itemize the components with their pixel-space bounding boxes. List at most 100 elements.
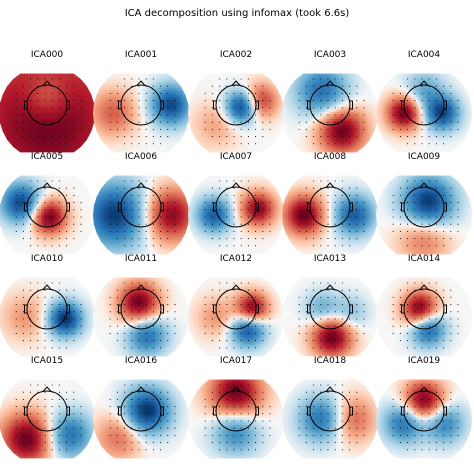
sensor-dot (145, 325, 147, 327)
sensor-dot (219, 121, 221, 123)
sensor-dot (30, 238, 32, 240)
sensor-dot (226, 78, 228, 80)
sensor-dot (421, 216, 423, 218)
sensor-dot (51, 406, 53, 408)
sensor-dot (138, 230, 140, 232)
sensor-dot (443, 325, 445, 327)
sensor-dot (240, 434, 242, 436)
sensor-dot (341, 318, 343, 320)
topomap-ica017: ICA017 (188, 356, 284, 459)
sensor-dot (152, 202, 154, 204)
sensor-dot (313, 121, 315, 123)
sensor-dot (305, 223, 307, 225)
sensor-dot (298, 202, 300, 204)
sensor-dot (37, 143, 39, 145)
sensor-dot (240, 92, 242, 94)
sensor-dot (255, 340, 257, 342)
sensor-dot (73, 230, 75, 232)
sensor-dot (421, 128, 423, 130)
sensor-dot (66, 223, 68, 225)
right-ear-outline (256, 304, 259, 314)
sensor-dot (233, 296, 235, 298)
sensor-dot (152, 318, 154, 320)
sensor-dot (204, 100, 206, 102)
sensor-dot (109, 194, 111, 196)
sensor-dot (211, 121, 213, 123)
sensor-dot (233, 311, 235, 313)
sensor-dot (443, 245, 445, 247)
sensor-dot (58, 311, 60, 313)
sensor-dot (226, 245, 228, 247)
sensor-dot (211, 100, 213, 102)
sensor-dot (167, 187, 169, 189)
sensor-dot (392, 325, 394, 327)
sensor-dot (356, 391, 358, 393)
topomap-field (0, 379, 95, 459)
sensor-dot (399, 318, 401, 320)
sensor-dot (247, 216, 249, 218)
sensor-dot (399, 202, 401, 204)
sensor-dot (320, 187, 322, 189)
sensor-dot (392, 311, 394, 313)
topomap-field (93, 277, 189, 357)
sensor-dot (247, 92, 249, 94)
sensor-dot (399, 325, 401, 327)
sensor-dot (407, 187, 409, 189)
sensor-dot (255, 347, 257, 349)
sensor-dot (124, 223, 126, 225)
sensor-dot (226, 304, 228, 306)
sensor-dot (255, 318, 257, 320)
sensor-dot (204, 216, 206, 218)
sensor-dot (124, 427, 126, 429)
sensor-dot (51, 143, 53, 145)
sensor-dot (392, 332, 394, 334)
sensor-dot (80, 128, 82, 130)
sensor-dot (58, 289, 60, 291)
sensor-dot (349, 143, 351, 145)
sensor-dot (399, 107, 401, 109)
sensor-dot (327, 78, 329, 80)
sensor-dot (421, 121, 423, 123)
sensor-dot (44, 449, 46, 451)
sensor-dot (167, 238, 169, 240)
head-outline (309, 288, 351, 330)
sensor-dot (233, 128, 235, 130)
sensor-dot (145, 114, 147, 116)
sensor-dot (262, 209, 264, 211)
nose-outline (136, 284, 146, 290)
sensor-dot (116, 223, 118, 225)
sensor-dot (73, 427, 75, 429)
sensor-dot (211, 427, 213, 429)
sensor-dot (233, 209, 235, 211)
sensor-dot (262, 128, 264, 130)
sensor-dot (240, 442, 242, 444)
sensor-dot (341, 143, 343, 145)
nose-outline (231, 80, 241, 86)
sensor-dot (392, 216, 394, 218)
sensor-dot (269, 332, 271, 334)
sensor-dot (334, 282, 336, 284)
sensor-dot (233, 180, 235, 182)
sensor-dot (428, 413, 430, 415)
head-outline (120, 84, 162, 126)
sensor-dot (145, 209, 147, 211)
sensor-dot (320, 128, 322, 130)
sensor-dot (30, 289, 32, 291)
sensor-dot (349, 238, 351, 240)
sensor-dot (298, 311, 300, 313)
sensor-dot (363, 332, 365, 334)
sensor-dot (124, 282, 126, 284)
sensor-dot (240, 194, 242, 196)
sensor-dot (15, 413, 17, 415)
sensor-dot (37, 107, 39, 109)
sensor-dot (247, 245, 249, 247)
sensor-dot (414, 180, 416, 182)
sensor-dot (356, 85, 358, 87)
right-ear-outline (444, 202, 447, 212)
sensor-dot (450, 136, 452, 138)
sensor-dot (233, 136, 235, 138)
sensor-dot (73, 238, 75, 240)
sensor-dot (66, 136, 68, 138)
topomap-ica018: ICA018 (282, 356, 378, 459)
